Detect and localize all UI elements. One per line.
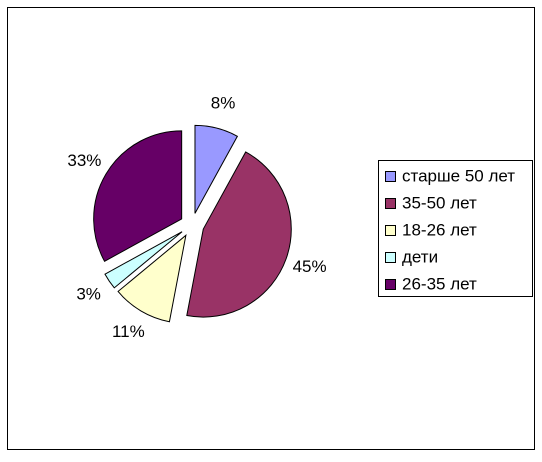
legend-label: 35-50 лет [402,193,477,212]
data-label: 8% [211,93,236,112]
legend-swatch [385,252,396,263]
legend-label: дети [402,247,438,266]
legend-label: старше 50 лет [402,166,515,185]
legend-swatch [385,171,396,182]
legend-label: 26-35 лет [402,274,477,293]
data-label: 45% [293,257,327,276]
data-label: 11% [112,322,145,341]
legend-box [378,160,533,297]
pie-slice [104,231,183,289]
pie-slice [194,124,239,214]
legend-label: 18-26 лет [402,220,477,239]
data-label: 33% [67,151,101,170]
legend-swatch [385,279,396,290]
legend-swatch [385,198,396,209]
pie-slice [93,130,183,262]
pie-slice [186,151,292,318]
data-label: 3% [76,285,101,304]
legend-swatch [385,225,396,236]
pie-slice [117,234,187,323]
